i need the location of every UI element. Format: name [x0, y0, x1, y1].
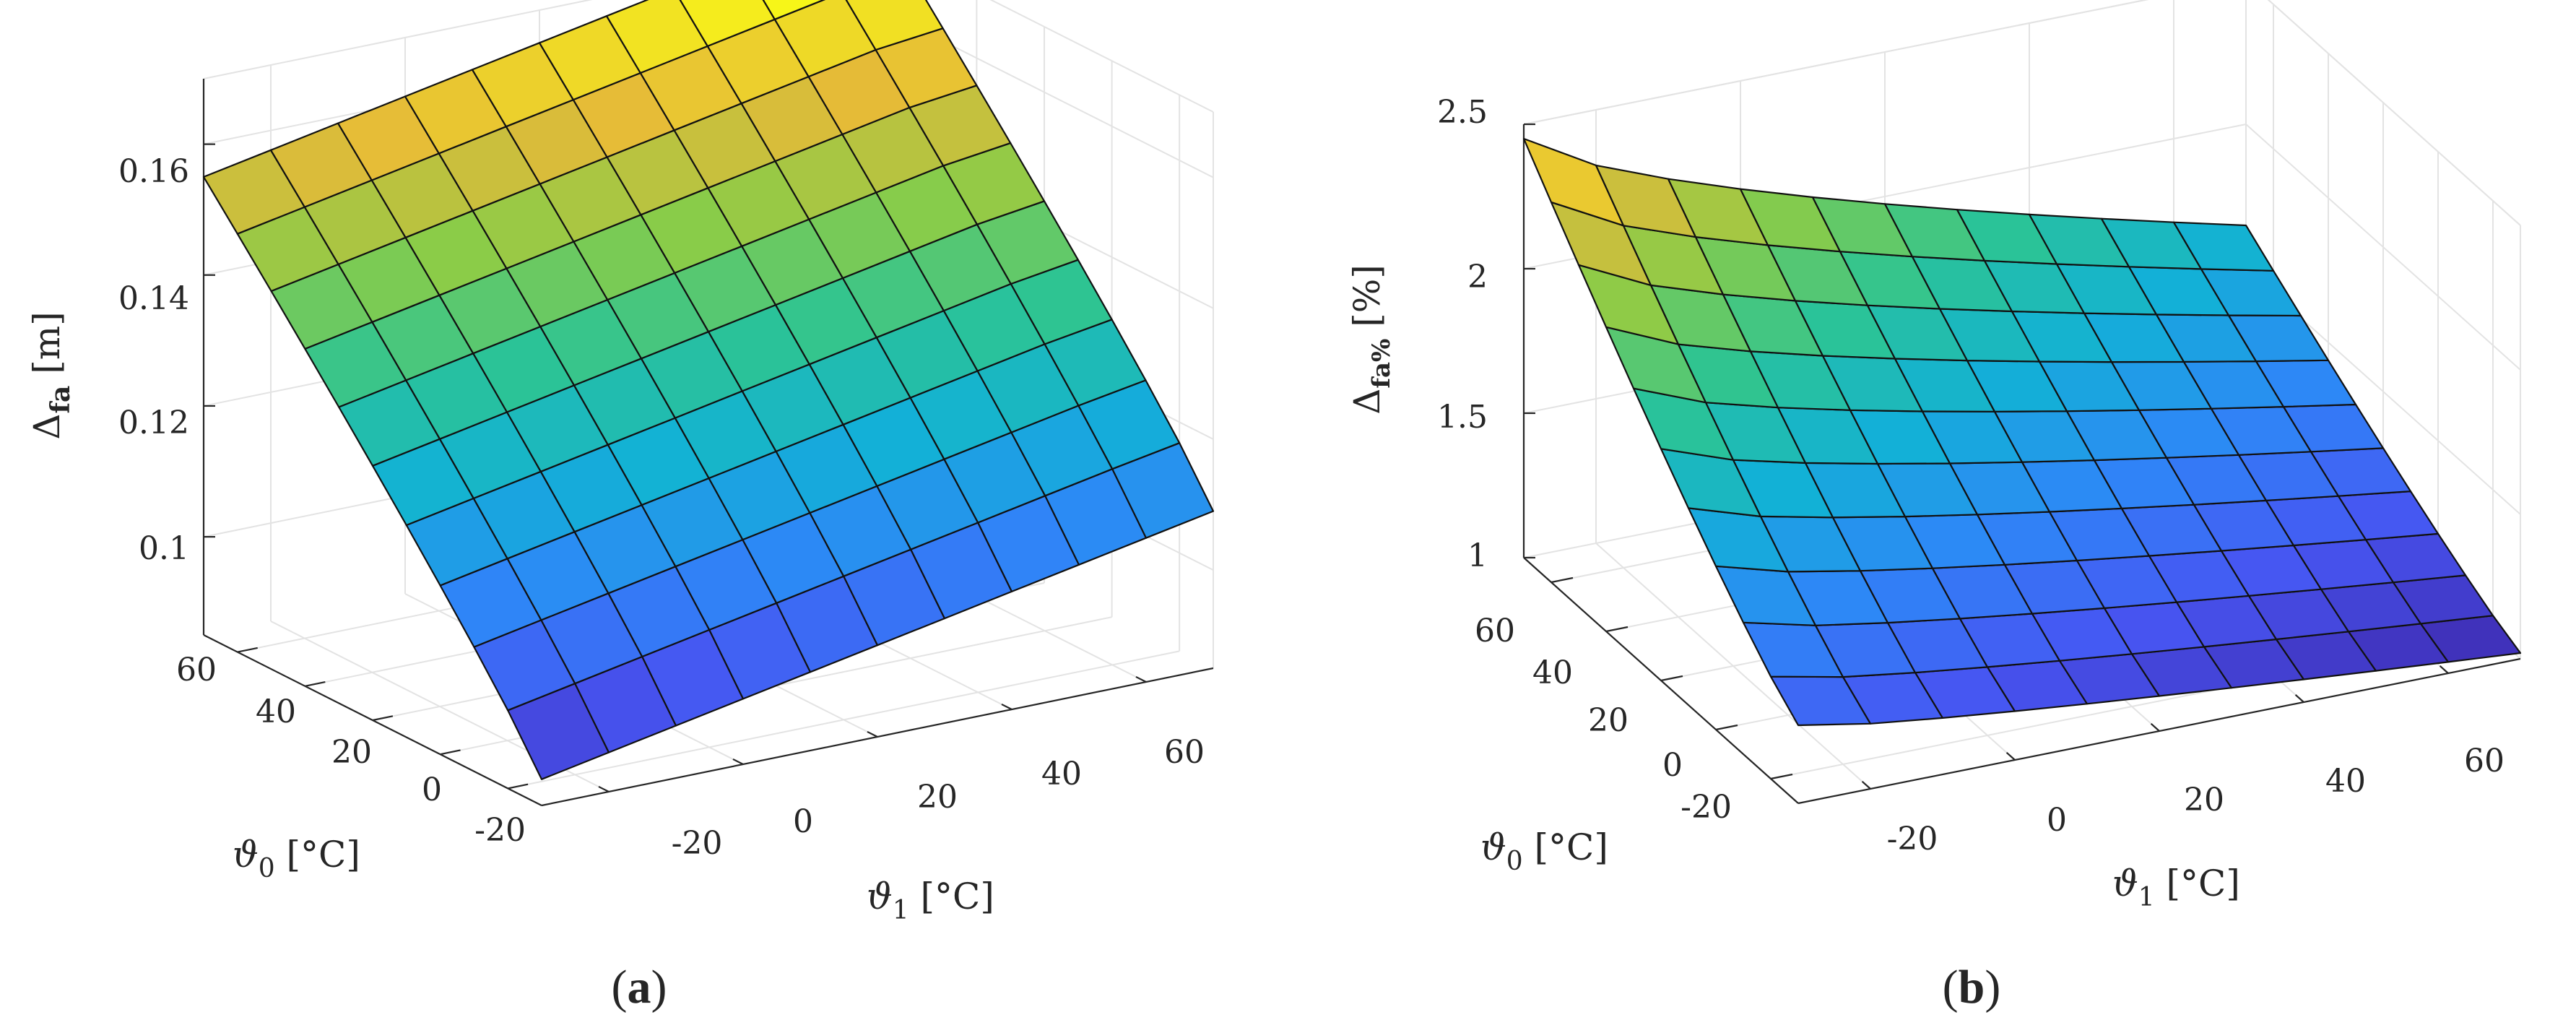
surface-patch: [762, 0, 825, 20]
y-tick: [440, 749, 461, 756]
y-tick-label: 20: [331, 734, 372, 771]
y-tick-label: 0: [422, 772, 442, 808]
y-tick-label: -20: [474, 812, 526, 849]
x-tick: [1861, 780, 1871, 790]
z-tick-label: 2: [1467, 259, 1488, 295]
surface-b: [1522, 137, 2522, 727]
y-tick-label: -20: [1681, 789, 1732, 826]
surface-patch: [2172, 221, 2275, 272]
grid-line: [507, 650, 1180, 790]
x-tick-label: 40: [2325, 763, 2366, 800]
y-tick: [1770, 773, 1793, 780]
surface-patch: [605, 0, 708, 74]
x-tick: [1001, 703, 1012, 710]
panel-b: 2.5 2 1.5 1 60 40 20 0 -20 -20 0 20 40 6…: [1346, 0, 2522, 1013]
x-tick-label: 20: [2184, 782, 2224, 818]
z-axis-label: Δfa [m]: [26, 311, 76, 439]
y-tick: [1605, 626, 1629, 633]
surface-patch: [773, 0, 877, 78]
y-tick: [305, 681, 326, 687]
grid-line: [2267, 0, 2521, 226]
y-axis-label: ϑ0 [°C]: [233, 834, 360, 883]
grid-line: [203, 0, 593, 79]
grid-line: [2245, 124, 2521, 371]
x-tick: [732, 758, 744, 765]
panel-a: 0.16 0.14 0.12 0.1 60 40 20 0 -20 -20 0 …: [26, 0, 1215, 1013]
z-tick-label: 0.1: [139, 530, 189, 567]
z-tick-label: 0.16: [118, 153, 189, 190]
x-tick-label: 60: [1164, 734, 1205, 771]
y-tick: [507, 783, 529, 790]
z-tick-label: 1.5: [1437, 399, 1488, 436]
z-tick-label: 1: [1467, 537, 1488, 574]
y-axis-label: ϑ0 [°C]: [1480, 826, 1608, 876]
surface-patch: [845, 0, 944, 51]
y-tick-label: 20: [1588, 702, 1629, 739]
x-axis-label: ϑ1 [°C]: [867, 876, 994, 925]
x-tick: [598, 785, 610, 792]
surface-a: [202, 0, 1215, 780]
x-tick: [2150, 722, 2160, 732]
y-tick: [1660, 675, 1683, 682]
y-tick-label: 60: [1475, 613, 1515, 649]
z-tick-label: 0.14: [118, 280, 189, 317]
x-tick-label: -20: [672, 825, 723, 862]
z-axis-label: Δfa% [%]: [1346, 264, 1396, 415]
z-tick-label: 0.12: [118, 405, 189, 441]
y-tick-label: 40: [256, 693, 296, 730]
y-tick: [372, 715, 394, 722]
y-tick: [237, 647, 258, 653]
grid-line: [1523, 0, 2149, 125]
y-tick-label: 40: [1532, 654, 1573, 691]
panel-label-a: (a): [612, 961, 667, 1013]
x-tick: [867, 730, 878, 738]
x-tick-label: 0: [793, 803, 813, 840]
x-tick-label: -20: [1887, 821, 1938, 857]
y-tick-label: 0: [1662, 747, 1683, 784]
x-tick: [2439, 665, 2449, 674]
z-tick-label: 2.5: [1437, 94, 1488, 131]
y-tick: [1715, 724, 1738, 731]
grid-line: [989, 0, 1214, 113]
x-tick-label: 20: [917, 779, 958, 816]
surface-patch: [679, 0, 776, 48]
x-tick-label: 40: [1041, 756, 1082, 792]
x-tick: [2005, 751, 2016, 761]
x-tick-label: 0: [2047, 802, 2067, 839]
panel-label-b: (b): [1943, 961, 2001, 1013]
x-tick: [2294, 693, 2304, 703]
y-tick: [1551, 576, 1574, 584]
x-tick: [1135, 675, 1147, 683]
y-tick-label: 60: [176, 652, 217, 688]
x-axis-label: ϑ1 [°C]: [2112, 863, 2240, 912]
x-tick-label: 60: [2464, 743, 2505, 779]
